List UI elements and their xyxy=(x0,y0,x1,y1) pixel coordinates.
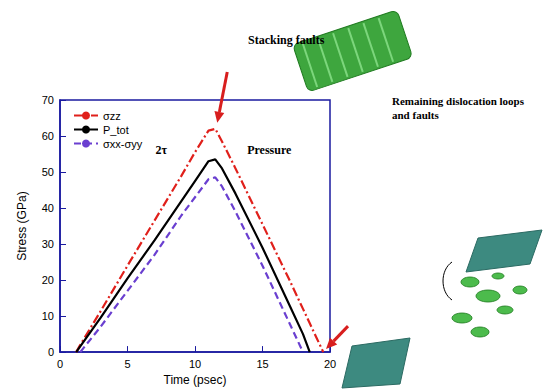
svg-text:2τ: 2τ xyxy=(155,143,167,157)
svg-text:5: 5 xyxy=(124,358,130,370)
svg-text:Stacking faults: Stacking faults xyxy=(248,33,325,47)
svg-text:0: 0 xyxy=(48,346,54,358)
svg-text:10: 10 xyxy=(189,358,201,370)
svg-text:20: 20 xyxy=(324,358,336,370)
svg-text:σzz: σzz xyxy=(103,110,121,122)
svg-text:and faults: and faults xyxy=(392,109,439,121)
svg-text:30: 30 xyxy=(42,238,54,250)
svg-text:60: 60 xyxy=(42,130,54,142)
svg-text:70: 70 xyxy=(42,94,54,106)
svg-text:10: 10 xyxy=(42,310,54,322)
svg-text:P_tot: P_tot xyxy=(103,124,129,136)
svg-text:Pressure: Pressure xyxy=(247,143,292,157)
svg-text:Remaining dislocation loops: Remaining dislocation loops xyxy=(392,95,527,107)
svg-text:40: 40 xyxy=(42,202,54,214)
svg-text:σxx-σyy: σxx-σyy xyxy=(103,138,143,150)
svg-text:0: 0 xyxy=(57,358,63,370)
svg-text:Stress (GPa): Stress (GPa) xyxy=(15,191,29,260)
svg-text:15: 15 xyxy=(256,358,268,370)
svg-text:Time (psec): Time (psec) xyxy=(164,373,227,387)
svg-text:20: 20 xyxy=(42,274,54,286)
svg-text:50: 50 xyxy=(42,166,54,178)
